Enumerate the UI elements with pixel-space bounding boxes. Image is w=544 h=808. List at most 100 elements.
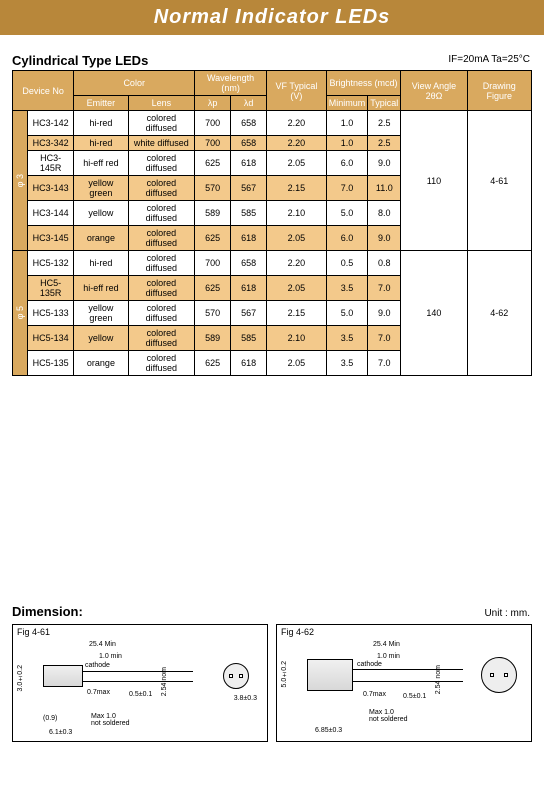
- fig-label: Fig 4-62: [281, 627, 314, 637]
- cell-vf: 2.20: [267, 136, 327, 151]
- cell-angle: 140: [401, 251, 467, 376]
- cell-vf: 2.05: [267, 151, 327, 176]
- lead-2: [83, 681, 193, 682]
- cell-ld: 658: [231, 136, 267, 151]
- cell-btyp: 8.0: [368, 201, 401, 226]
- cell-emitter: hi-red: [74, 111, 128, 136]
- cell-lens: colored diffused: [128, 201, 195, 226]
- cell-ld: 585: [231, 201, 267, 226]
- cell-vf: 2.05: [267, 226, 327, 251]
- cell-bmin: 6.0: [326, 226, 368, 251]
- cell-lp: 700: [195, 136, 231, 151]
- dim-circle: 3.8±0.3: [234, 695, 257, 702]
- dim-len: 25.4 Min: [373, 641, 400, 648]
- dim-07: 0.7max: [87, 689, 110, 696]
- cell-vf: 2.10: [267, 326, 327, 351]
- cell-lens: colored diffused: [128, 176, 195, 201]
- cell-device: HC3-342: [28, 136, 74, 151]
- col-color: Color: [74, 71, 195, 96]
- page-header: Normal Indicator LEDs: [0, 0, 544, 35]
- cell-emitter: yellow: [74, 201, 128, 226]
- cell-emitter: orange: [74, 351, 128, 376]
- cell-drawing: 4-62: [467, 251, 531, 376]
- cell-btyp: 7.0: [368, 326, 401, 351]
- cell-ld: 618: [231, 151, 267, 176]
- led-body: [307, 659, 353, 691]
- table-row: φ 5HC5-132hi-redcolored diffused7006582.…: [13, 251, 532, 276]
- dim-base: 6.85±0.3: [315, 727, 342, 734]
- cell-ld: 585: [231, 326, 267, 351]
- fig-label: Fig 4-61: [17, 627, 50, 637]
- cell-emitter: yellow green: [74, 301, 128, 326]
- cell-ld: 618: [231, 351, 267, 376]
- cell-btyp: 2.5: [368, 136, 401, 151]
- cell-lens: colored diffused: [128, 151, 195, 176]
- col-ld: λd: [231, 96, 267, 111]
- test-conditions: IF=20mA Ta=25°C: [448, 54, 530, 65]
- cell-vf: 2.20: [267, 251, 327, 276]
- lead-1: [83, 671, 193, 672]
- cell-emitter: hi-red: [74, 136, 128, 151]
- cell-emitter: yellow: [74, 326, 128, 351]
- dim-max1: Max 1.0 not soldered: [369, 709, 408, 723]
- fig-4-62: Fig 4-62 25.4 Min 1.0 min cathode 2.54 n…: [276, 624, 532, 742]
- cell-vf: 2.05: [267, 276, 327, 301]
- cell-ld: 567: [231, 176, 267, 201]
- cell-lp: 589: [195, 201, 231, 226]
- dim-h: 3.0±0.2: [17, 665, 24, 691]
- cell-lp: 589: [195, 326, 231, 351]
- cell-lp: 570: [195, 301, 231, 326]
- col-btyp: Typical: [368, 96, 401, 111]
- cell-bmin: 3.5: [326, 326, 368, 351]
- cell-lens: colored diffused: [128, 251, 195, 276]
- cell-device: HC3-142: [28, 111, 74, 136]
- led-table: Device No Color Wavelength (nm) VF Typic…: [12, 70, 532, 376]
- table-row: φ 3HC3-142hi-redcolored diffused7006582.…: [13, 111, 532, 136]
- cell-bmin: 3.5: [326, 351, 368, 376]
- dim-254: 2.54 nom: [161, 667, 168, 696]
- col-wavelength: Wavelength (nm): [195, 71, 267, 96]
- cell-bmin: 7.0: [326, 176, 368, 201]
- col-device: Device No: [13, 71, 74, 111]
- cell-bmin: 5.0: [326, 201, 368, 226]
- cell-bmin: 1.0: [326, 136, 368, 151]
- cell-device: HC5-134: [28, 326, 74, 351]
- cell-emitter: hi-eff red: [74, 151, 128, 176]
- fig-4-61: Fig 4-61 25.4 Min 1.0 min cathode 2.54 n…: [12, 624, 268, 742]
- cell-btyp: 9.0: [368, 151, 401, 176]
- col-lp: λp: [195, 96, 231, 111]
- cell-vf: 2.15: [267, 301, 327, 326]
- cell-vf: 2.05: [267, 351, 327, 376]
- cell-ld: 658: [231, 111, 267, 136]
- col-vf: VF Typical (V): [267, 71, 327, 111]
- cell-lens: colored diffused: [128, 326, 195, 351]
- cell-bmin: 1.0: [326, 111, 368, 136]
- col-brightness: Brightness (mcd): [326, 71, 401, 96]
- cell-lens: colored diffused: [128, 226, 195, 251]
- dim-min1: 1.0 min: [99, 653, 122, 660]
- cell-emitter: hi-eff red: [74, 276, 128, 301]
- cell-lp: 700: [195, 111, 231, 136]
- cell-btyp: 7.0: [368, 276, 401, 301]
- dim-05: 0.5±0.1: [403, 693, 426, 700]
- cell-lens: colored diffused: [128, 301, 195, 326]
- cell-btyp: 9.0: [368, 301, 401, 326]
- cell-vf: 2.15: [267, 176, 327, 201]
- cell-btyp: 2.5: [368, 111, 401, 136]
- cell-device: HC3-143: [28, 176, 74, 201]
- end-view: [481, 657, 517, 693]
- cell-bmin: 6.0: [326, 151, 368, 176]
- cell-btyp: 7.0: [368, 351, 401, 376]
- cell-drawing: 4-61: [467, 111, 531, 251]
- cell-bmin: 3.5: [326, 276, 368, 301]
- cell-emitter: yellow green: [74, 176, 128, 201]
- cell-lp: 625: [195, 151, 231, 176]
- led-body: [43, 665, 83, 687]
- cell-device: HC5-135: [28, 351, 74, 376]
- col-angle: View Angle 2θΩ: [401, 71, 467, 111]
- cell-angle: 110: [401, 111, 467, 251]
- col-bmin: Minimum: [326, 96, 368, 111]
- dim-paren: (0.9): [43, 715, 57, 722]
- table-body: φ 3HC3-142hi-redcolored diffused7006582.…: [13, 111, 532, 376]
- col-lens: Lens: [128, 96, 195, 111]
